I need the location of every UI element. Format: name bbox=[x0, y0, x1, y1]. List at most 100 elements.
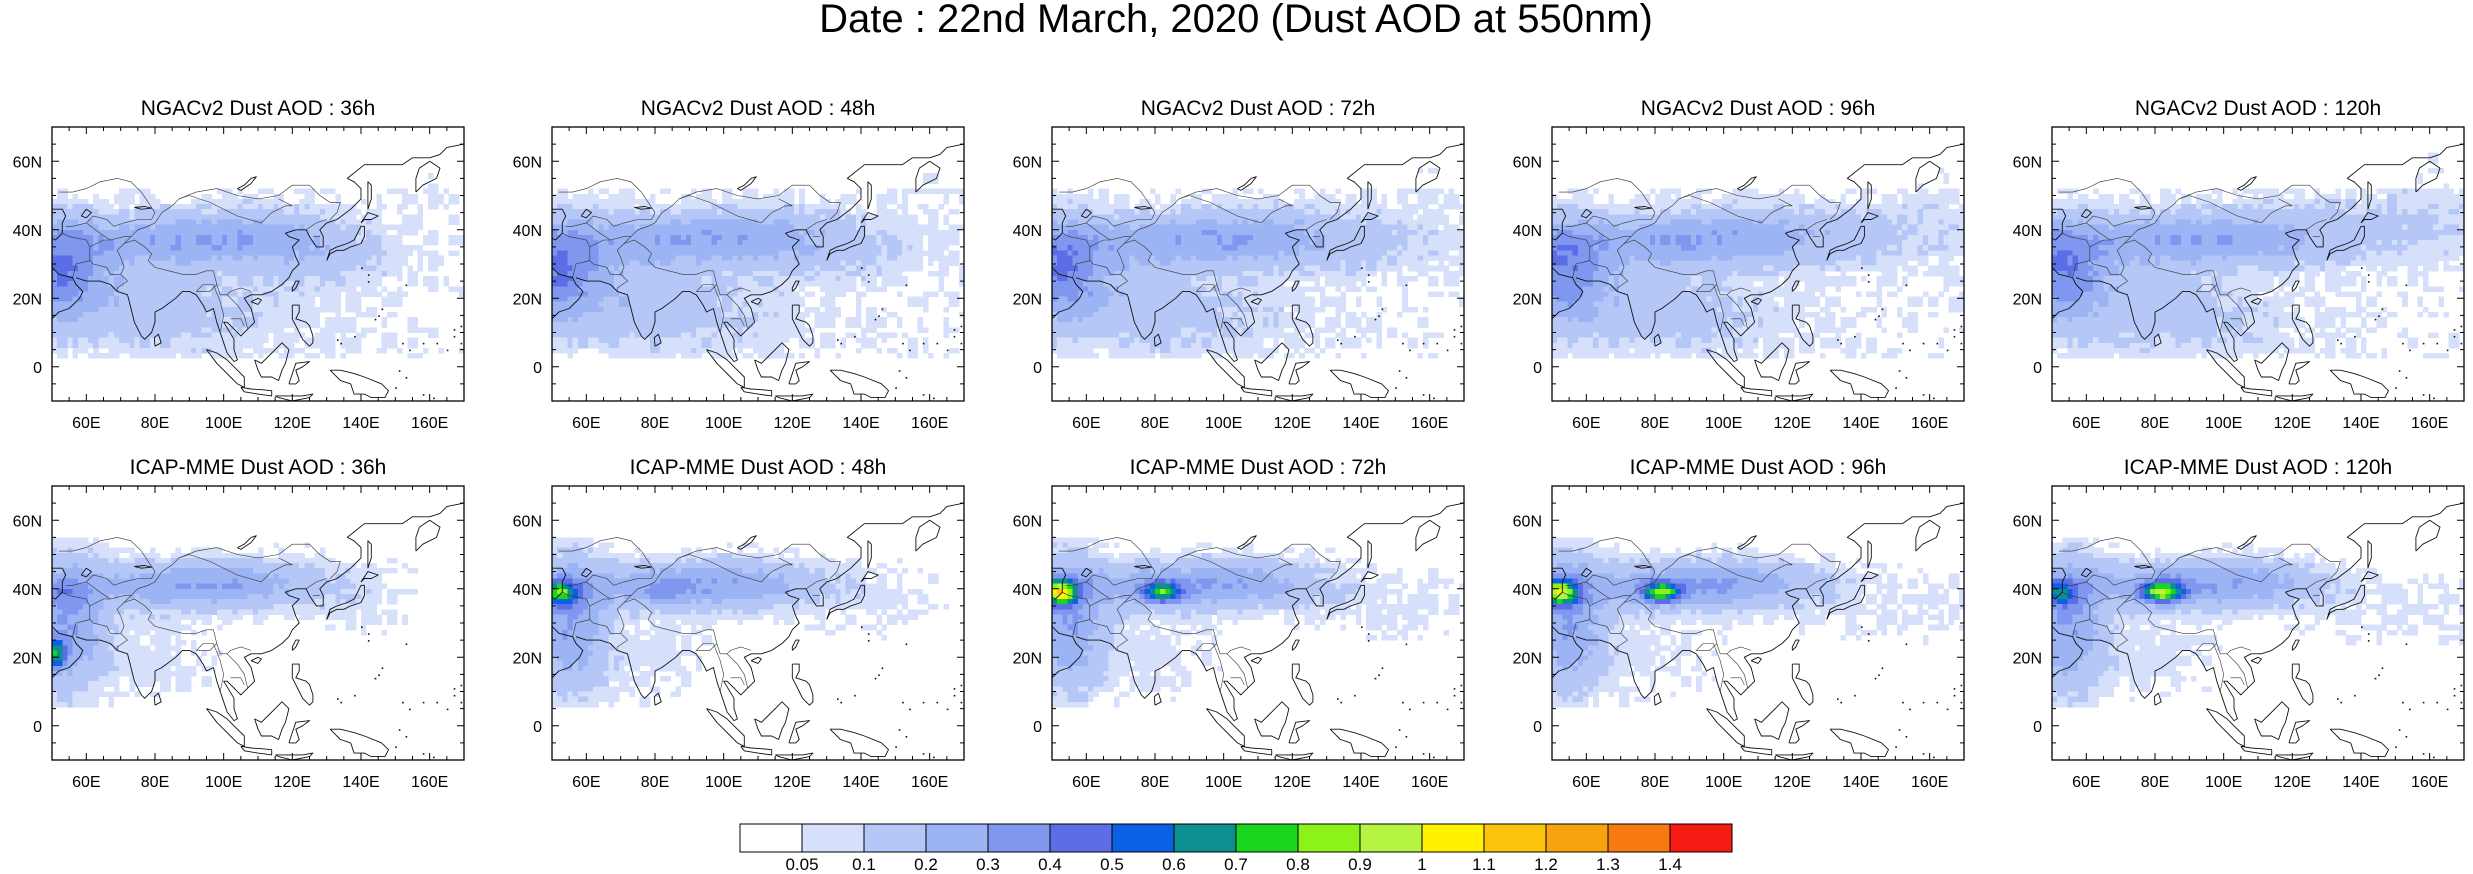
y-tick-label: 40N bbox=[513, 582, 542, 599]
colorbar-swatch bbox=[1545, 823, 1609, 853]
y-tick-label: 40N bbox=[1013, 223, 1042, 240]
x-tick-label: 60E bbox=[1072, 774, 1100, 791]
colorbar-swatch bbox=[1421, 823, 1485, 853]
dust-aod-field bbox=[1552, 537, 1964, 708]
x-tick-label: 160E bbox=[411, 774, 448, 791]
x-tick-label: 140E bbox=[1842, 415, 1879, 432]
islands bbox=[1337, 626, 1463, 759]
y-tick-label: 40N bbox=[1513, 223, 1542, 240]
coastlines bbox=[552, 143, 964, 401]
country-borders bbox=[1558, 537, 1841, 692]
colorbar-swatch bbox=[863, 823, 927, 853]
y-tick-label: 0 bbox=[533, 719, 542, 736]
x-tick-label: 80E bbox=[641, 415, 669, 432]
islands bbox=[337, 626, 463, 759]
panel-title: ICAP-MME Dust AOD : 72h bbox=[1130, 456, 1387, 479]
y-tick-label: 20N bbox=[513, 291, 542, 308]
country-borders bbox=[58, 178, 341, 333]
x-axis: 60E 80E 100E 120E 140E 160E bbox=[1551, 127, 1965, 432]
dust-aod-field bbox=[2052, 537, 2464, 708]
y-axis: 60N 40N 20N 0 bbox=[2013, 126, 2464, 402]
x-tick-label: 100E bbox=[705, 415, 742, 432]
y-tick-label: 60N bbox=[1513, 154, 1542, 171]
colorbar-label: 1.3 bbox=[1596, 855, 1620, 874]
y-axis: 60N 40N 20N 0 bbox=[1013, 126, 1464, 402]
colorbar-swatch bbox=[1235, 823, 1299, 853]
map-panel: NGACv2 Dust AOD : 72h 60E 80E 100E 120E 140E 1… bbox=[1013, 97, 1465, 432]
y-tick-label: 20N bbox=[1513, 650, 1542, 667]
islands bbox=[1837, 267, 1963, 400]
y-tick-label: 60N bbox=[2013, 513, 2042, 530]
y-axis: 60N 40N 20N 0 bbox=[2013, 485, 2464, 761]
x-tick-label: 120E bbox=[1774, 415, 1811, 432]
x-tick-label: 120E bbox=[274, 415, 311, 432]
x-tick-label: 100E bbox=[1205, 774, 1242, 791]
y-axis: 60N 40N 20N 0 bbox=[13, 126, 464, 402]
x-tick-label: 140E bbox=[842, 774, 879, 791]
x-tick-label: 100E bbox=[1705, 415, 1742, 432]
colorbar-swatch bbox=[1607, 823, 1671, 853]
colorbar-label: 0.05 bbox=[785, 855, 818, 874]
x-tick-label: 60E bbox=[2072, 415, 2100, 432]
x-tick-label: 120E bbox=[1274, 774, 1311, 791]
x-tick-label: 160E bbox=[1411, 415, 1448, 432]
map-panel: ICAP-MME Dust AOD : 120h 60E 80E 100E 120E 14… bbox=[2013, 456, 2465, 791]
colorbar-swatch bbox=[801, 823, 865, 853]
x-tick-label: 100E bbox=[205, 774, 242, 791]
y-tick-label: 60N bbox=[1013, 513, 1042, 530]
y-tick-label: 0 bbox=[1033, 360, 1042, 377]
y-tick-label: 40N bbox=[1513, 582, 1542, 599]
x-tick-label: 120E bbox=[1774, 774, 1811, 791]
map-panel: ICAP-MME Dust AOD : 48h 60E 80E 100E 120E 140… bbox=[513, 456, 965, 791]
map-panel: ICAP-MME Dust AOD : 36h 60E 80E 100E 120E 140… bbox=[13, 456, 465, 791]
colorbar-label: 0.7 bbox=[1224, 855, 1248, 874]
x-tick-label: 120E bbox=[774, 415, 811, 432]
y-axis: 60N 40N 20N 0 bbox=[1013, 485, 1464, 761]
dust-aod-field bbox=[52, 537, 419, 708]
x-tick-label: 160E bbox=[1911, 415, 1948, 432]
panel-title: ICAP-MME Dust AOD : 36h bbox=[130, 456, 387, 479]
x-tick-label: 160E bbox=[1411, 774, 1448, 791]
map-panel: NGACv2 Dust AOD : 96h 60E 80E 100E 120E 140E 1… bbox=[1513, 97, 1965, 432]
x-tick-label: 100E bbox=[2205, 415, 2242, 432]
y-axis: 60N 40N 20N 0 bbox=[13, 485, 464, 761]
map-panel: NGACv2 Dust AOD : 120h 60E 80E 100E 120E 140E… bbox=[2013, 97, 2465, 432]
x-tick-label: 160E bbox=[411, 415, 448, 432]
colorbar: 0.05 0.1 0.2 0.3 0.4 0.5 0.6 0.7 0.8 0.9 1 1.1 1.2 1.… bbox=[739, 823, 1733, 874]
coastlines bbox=[1052, 502, 1464, 760]
y-axis: 60N 40N 20N 0 bbox=[513, 485, 964, 761]
x-tick-label: 140E bbox=[842, 415, 879, 432]
x-tick-label: 60E bbox=[72, 774, 100, 791]
panel-title: NGACv2 Dust AOD : 48h bbox=[641, 97, 876, 120]
y-tick-label: 20N bbox=[513, 650, 542, 667]
y-tick-label: 60N bbox=[513, 513, 542, 530]
colorbar-label: 1.1 bbox=[1472, 855, 1496, 874]
colorbar-label: 1 bbox=[1417, 855, 1426, 874]
y-tick-label: 40N bbox=[2013, 223, 2042, 240]
y-tick-label: 20N bbox=[1513, 291, 1542, 308]
y-tick-label: 60N bbox=[13, 513, 42, 530]
x-tick-label: 140E bbox=[2342, 415, 2379, 432]
x-tick-label: 100E bbox=[705, 774, 742, 791]
y-tick-label: 40N bbox=[1013, 582, 1042, 599]
colorbar-label: 0.4 bbox=[1038, 855, 1062, 874]
y-tick-label: 0 bbox=[33, 719, 42, 736]
x-tick-label: 80E bbox=[1141, 774, 1169, 791]
x-axis: 60E 80E 100E 120E 140E 160E bbox=[2051, 486, 2465, 791]
dust-aod-field bbox=[2052, 152, 2464, 359]
x-tick-label: 120E bbox=[774, 774, 811, 791]
x-tick-label: 80E bbox=[1141, 415, 1169, 432]
x-tick-label: 60E bbox=[2072, 774, 2100, 791]
y-tick-label: 20N bbox=[13, 650, 42, 667]
panel-title: NGACv2 Dust AOD : 96h bbox=[1641, 97, 1876, 120]
x-tick-label: 80E bbox=[141, 774, 169, 791]
islands bbox=[2337, 267, 2463, 400]
colorbar-swatch bbox=[1483, 823, 1547, 853]
map-panel: ICAP-MME Dust AOD : 72h 60E 80E 100E 120E 140… bbox=[1013, 456, 1465, 791]
x-tick-label: 80E bbox=[141, 415, 169, 432]
panel-title: ICAP-MME Dust AOD : 96h bbox=[1630, 456, 1887, 479]
dust-aod-field bbox=[552, 173, 964, 359]
y-tick-label: 40N bbox=[13, 582, 42, 599]
country-borders bbox=[2058, 178, 2341, 333]
colorbar-swatch bbox=[1297, 823, 1361, 853]
